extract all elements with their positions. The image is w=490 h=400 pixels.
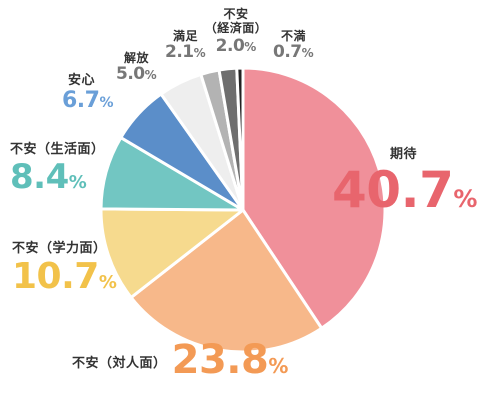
percent-sign-kitai: % [453, 185, 478, 213]
label-kitai: 期待 40.7% [332, 147, 478, 215]
label-keizai: 不安 （経済面） 2.0% [204, 7, 268, 56]
slice-value-taijin: 23.8 [171, 337, 269, 383]
percent-sign-keizai: % [244, 39, 257, 54]
slice-value-anshin: 6.7 [62, 88, 100, 113]
slice-value-gakuryoku: 10.7 [12, 256, 99, 297]
slice-label-kitai: 期待 [390, 147, 418, 162]
percent-sign-kaihou: % [144, 68, 157, 82]
percent-sign-gakuryoku: % [98, 272, 117, 293]
percent-sign-seikatsu: % [68, 172, 87, 193]
label-fuman: 不満 0.7% [273, 30, 314, 61]
slice-label-keizai: 不安 （経済面） [204, 7, 268, 35]
slice-label-gakuryoku: 不安（学力面） [12, 241, 107, 256]
slice-value-keizai: 2.0 [215, 35, 245, 56]
percent-sign-manzoku: % [193, 46, 206, 60]
label-seikatsu: 不安（生活面） 8.4% [10, 143, 105, 194]
slice-label-taijin: 不安（対人面） [72, 356, 167, 371]
slice-label-seikatsu: 不安（生活面） [10, 142, 105, 157]
slice-value-seikatsu: 8.4 [10, 157, 69, 197]
pie-slice-1 [129, 208, 324, 354]
slice-value-fuman: 0.7 [273, 42, 302, 62]
label-anshin: 安心 6.7% [62, 74, 114, 112]
label-gakuryoku: 不安（学力面） 10.7% [12, 242, 117, 295]
pie-slice-8 [235, 66, 245, 212]
slice-value-manzoku: 2.1 [165, 42, 194, 62]
pie-slice-2 [99, 207, 245, 299]
slice-label-manzoku: 満足 [173, 29, 199, 43]
percent-sign-taijin: % [268, 354, 289, 378]
slice-label-fuman: 不満 [281, 29, 307, 43]
label-manzoku: 満足 2.1% [165, 30, 206, 61]
label-taijin: 不安（対人面） 23.8% [72, 340, 288, 380]
slice-label-anshin: 安心 [68, 73, 96, 88]
slice-value-kitai: 40.7 [332, 161, 454, 219]
slice-label-kaihou: 解放 [124, 51, 150, 65]
percent-sign-anshin: % [99, 95, 114, 111]
slice-value-kaihou: 5.0 [116, 64, 145, 84]
label-kaihou: 解放 5.0% [116, 52, 157, 83]
percent-sign-fuman: % [301, 46, 314, 60]
